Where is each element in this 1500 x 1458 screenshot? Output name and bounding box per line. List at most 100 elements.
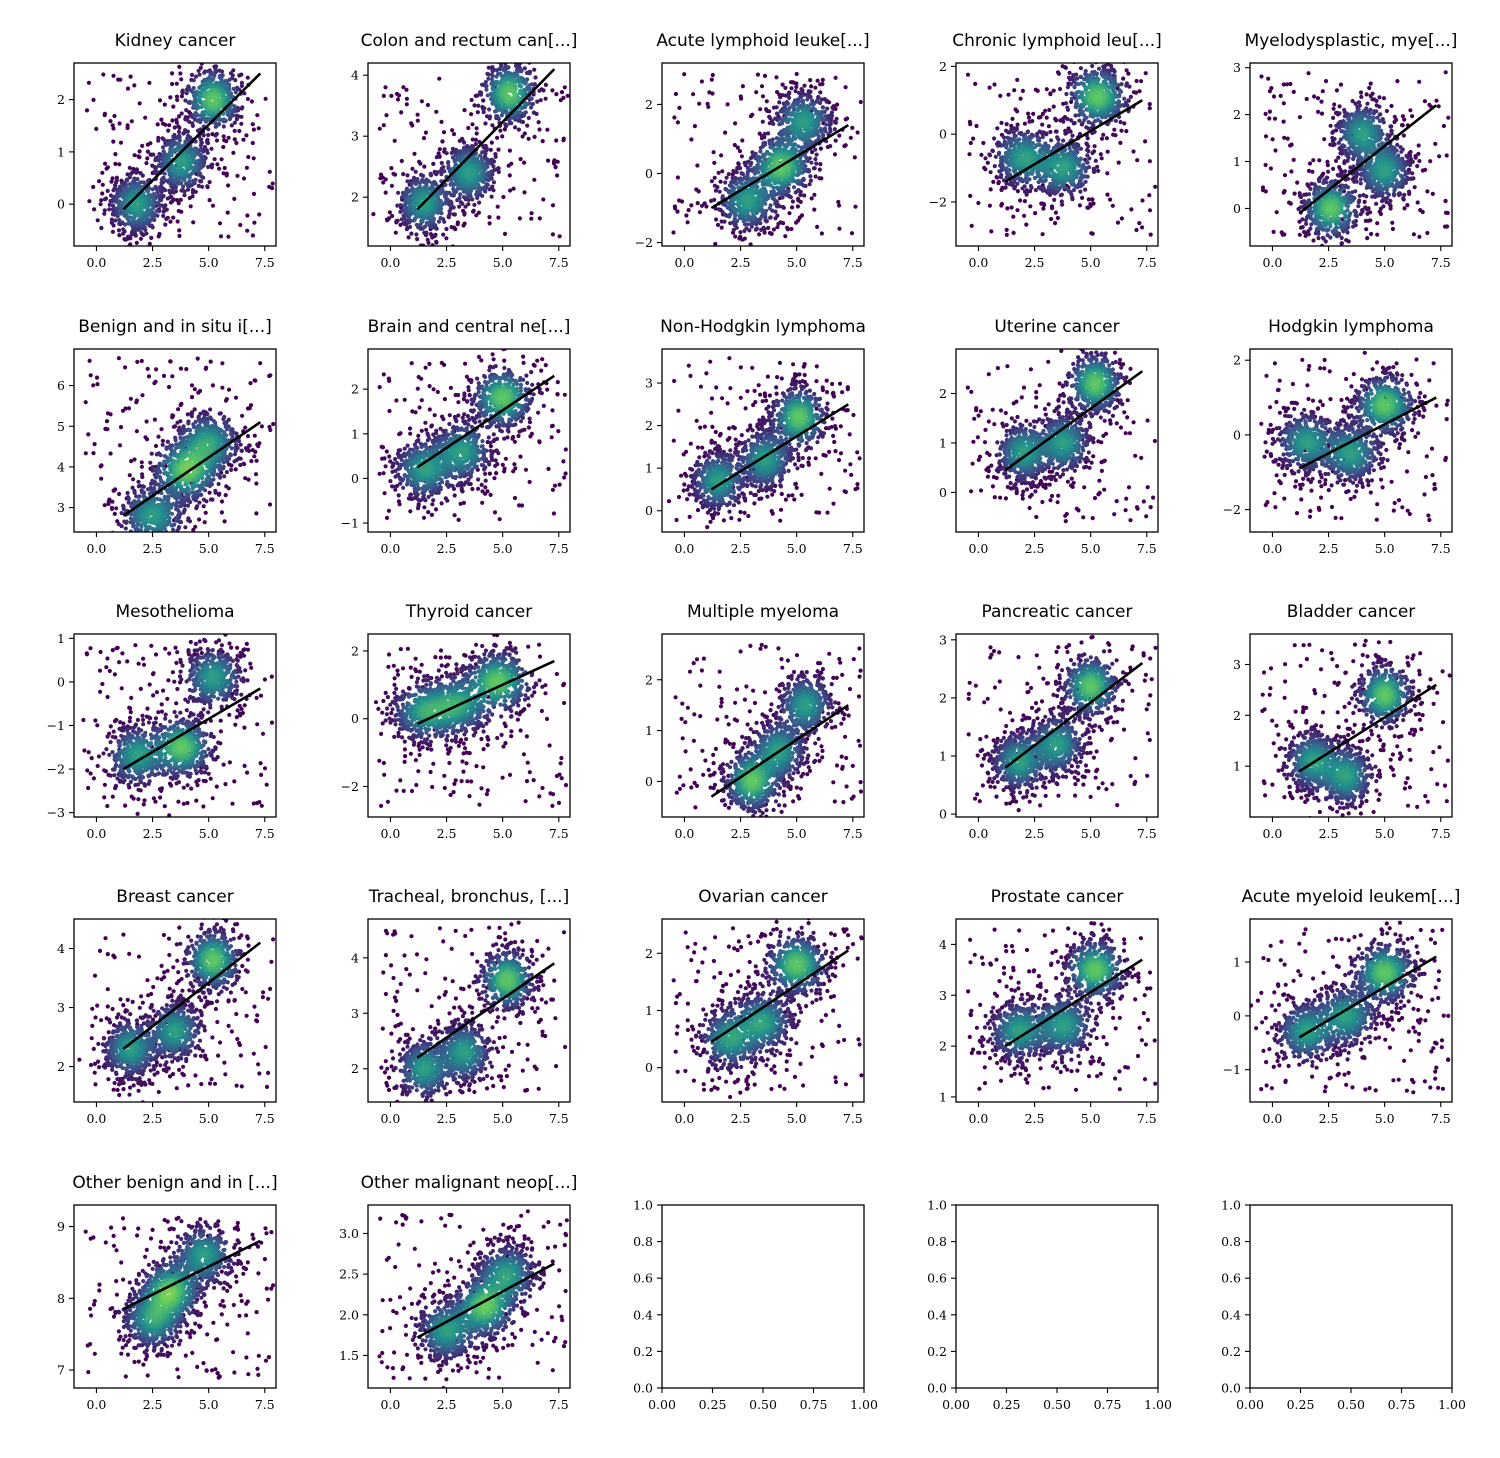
scatter-point bbox=[487, 107, 492, 112]
scatter-point bbox=[791, 185, 797, 190]
scatter-point bbox=[719, 225, 724, 230]
scatter-point bbox=[263, 96, 268, 101]
scatter-point bbox=[237, 73, 242, 78]
scatter-point bbox=[511, 186, 516, 191]
scatter-point bbox=[1048, 129, 1053, 135]
scatter-point bbox=[163, 222, 168, 227]
scatter-point bbox=[218, 234, 224, 239]
scatter-point bbox=[474, 131, 479, 136]
scatter-point bbox=[161, 209, 166, 214]
scatter-point bbox=[212, 73, 217, 78]
scatter-point bbox=[418, 180, 423, 185]
scatter-point bbox=[124, 248, 128, 252]
scatter-point bbox=[974, 123, 979, 129]
scatter-point bbox=[742, 236, 747, 241]
scatter-point bbox=[476, 210, 481, 215]
scatter-point bbox=[462, 140, 467, 145]
scatter-point bbox=[110, 229, 115, 234]
scatter-point bbox=[113, 218, 118, 223]
scatter-point bbox=[751, 214, 756, 219]
scatter-point bbox=[434, 239, 439, 244]
scatter-point bbox=[495, 135, 500, 140]
scatter-point bbox=[167, 188, 172, 193]
scatter-point bbox=[470, 197, 475, 202]
scatter-point bbox=[757, 232, 762, 237]
axes-frame bbox=[661, 62, 865, 247]
scatter-point bbox=[695, 201, 700, 206]
scatter-point bbox=[134, 170, 139, 175]
scatter-point bbox=[550, 232, 556, 237]
scatter-point bbox=[529, 216, 534, 221]
scatter-point bbox=[203, 109, 208, 114]
scatter-point bbox=[766, 160, 772, 166]
scatter-point bbox=[194, 112, 199, 117]
scatter-point bbox=[239, 121, 244, 126]
scatter-point bbox=[99, 225, 104, 231]
scatter-point bbox=[813, 147, 818, 152]
scatter-point bbox=[200, 184, 205, 189]
scatter-point bbox=[178, 71, 183, 76]
scatter-point bbox=[535, 99, 540, 104]
scatter-point bbox=[815, 224, 820, 229]
scatter-point bbox=[1128, 94, 1133, 99]
scatter-point bbox=[1131, 90, 1136, 95]
scatter-point bbox=[128, 242, 133, 246]
scatter-point bbox=[990, 148, 996, 154]
scatter-point bbox=[457, 204, 462, 209]
scatter-point bbox=[985, 160, 990, 165]
scatter-point bbox=[675, 209, 680, 214]
scatter-point bbox=[393, 230, 398, 235]
scatter-point bbox=[206, 132, 211, 138]
scatter-point bbox=[170, 81, 175, 87]
scatter-point bbox=[99, 198, 104, 203]
scatter-point bbox=[502, 231, 508, 236]
scatter-point bbox=[520, 52, 524, 56]
x-tick-label: 7.5 bbox=[549, 255, 569, 270]
scatter-point bbox=[545, 127, 550, 132]
scatter-point bbox=[789, 86, 794, 91]
scatter-point bbox=[517, 79, 522, 84]
scatter-point bbox=[377, 126, 382, 131]
scatter-point bbox=[206, 69, 211, 74]
scatter-point bbox=[787, 211, 792, 216]
scatter-point bbox=[745, 175, 750, 180]
scatter-point bbox=[772, 148, 777, 153]
scatter-point bbox=[140, 173, 145, 178]
scatter-point bbox=[451, 212, 456, 217]
scatter-point bbox=[450, 128, 455, 133]
scatter-point bbox=[543, 82, 549, 87]
scatter-point bbox=[470, 137, 475, 142]
scatter-point bbox=[507, 148, 512, 153]
scatter-point bbox=[711, 150, 716, 155]
scatter-point bbox=[809, 196, 814, 201]
scatter-point bbox=[164, 216, 169, 221]
scatter-point bbox=[174, 189, 179, 194]
scatter-point bbox=[1040, 232, 1045, 237]
scatter-point bbox=[87, 199, 92, 204]
scatter-point bbox=[396, 190, 401, 195]
scatter-point bbox=[1093, 158, 1098, 163]
scatter-point bbox=[415, 237, 420, 242]
scatter-point bbox=[437, 154, 442, 159]
scatter-point bbox=[399, 110, 404, 115]
scatter-point bbox=[393, 172, 398, 177]
scatter-points bbox=[965, 63, 1158, 237]
scatter-point bbox=[480, 193, 485, 198]
scatter-point bbox=[692, 124, 698, 129]
scatter-point bbox=[407, 224, 413, 230]
scatter-point bbox=[481, 145, 486, 150]
scatter-point bbox=[207, 198, 212, 203]
scatter-point bbox=[798, 192, 803, 197]
scatter-point bbox=[1091, 166, 1096, 171]
scatter-point bbox=[206, 127, 211, 132]
scatter-point bbox=[1104, 136, 1109, 141]
scatter-point bbox=[233, 78, 238, 83]
scatter-point bbox=[431, 161, 436, 166]
scatter-point bbox=[187, 182, 192, 187]
scatter-point bbox=[1006, 92, 1011, 97]
scatter-point bbox=[250, 122, 255, 127]
scatter-point bbox=[754, 226, 760, 231]
scatter-point bbox=[134, 199, 139, 204]
scatter-point bbox=[709, 77, 714, 82]
